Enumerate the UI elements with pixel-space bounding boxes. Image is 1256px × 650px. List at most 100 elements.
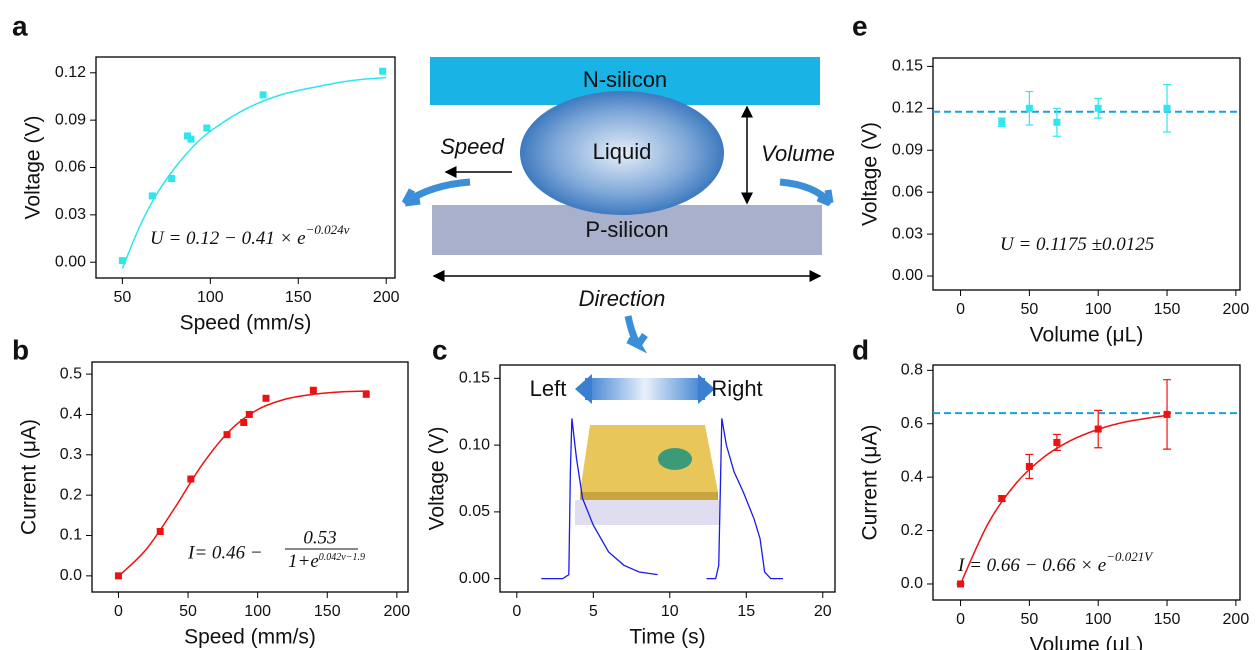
inset-arrow (585, 378, 705, 400)
equation-main: I = 0.66 − 0.66 × e (957, 555, 1106, 576)
data-point (998, 495, 1005, 502)
data-point (310, 387, 317, 394)
data-point (187, 136, 194, 143)
data-point (224, 431, 231, 438)
y-tick-label: 0.03 (892, 225, 923, 242)
y-axis-title: Voltage (V) (859, 122, 882, 226)
data-point (1095, 105, 1102, 112)
y-tick-label: 0.0 (901, 575, 923, 592)
y-tick-label: 0.3 (60, 446, 82, 463)
inset-image (575, 374, 720, 525)
x-tick-label: 0 (956, 301, 965, 318)
x-axis-title: Speed (mm/s) (184, 626, 316, 649)
y-tick-label: 0.06 (892, 183, 923, 200)
data-point (240, 419, 247, 426)
data-point (1053, 119, 1060, 126)
x-tick-label: 200 (1223, 301, 1250, 318)
x-tick-label: 100 (244, 603, 271, 620)
data-point (1164, 105, 1171, 112)
data-point (1026, 105, 1033, 112)
data-point (363, 391, 370, 398)
p-layer-label: P-silicon (585, 217, 668, 242)
equation-lhs: I= 0.46 − (187, 542, 263, 563)
y-axis-title: Current (μA) (18, 419, 41, 535)
speed-label: Speed (440, 134, 504, 159)
x-axis-title: Volume (μL) (1030, 324, 1144, 347)
y-tick-label: 0.06 (55, 159, 86, 176)
data-point (203, 125, 210, 132)
direction-label: Direction (579, 286, 666, 311)
data-point (1164, 411, 1171, 418)
data-point (379, 68, 386, 75)
fit-equation: U = 0.1175 ±0.0125 (1000, 234, 1154, 255)
data-point (187, 476, 194, 483)
x-tick-label: 100 (1085, 301, 1112, 318)
x-tick-label: 150 (1154, 611, 1181, 628)
x-tick-label: 50 (179, 603, 197, 620)
y-axis-title: Current (μA) (859, 425, 882, 541)
data-point (115, 572, 122, 579)
x-tick-label: 15 (737, 603, 755, 620)
y-tick-label: 0.1 (60, 527, 82, 544)
x-tick-label: 50 (1020, 611, 1038, 628)
x-tick-label: 150 (1154, 301, 1181, 318)
down-arrow (628, 316, 645, 345)
y-tick-label: 0.12 (892, 100, 923, 117)
y-tick-label: 0.2 (60, 486, 82, 503)
fit-equation: I = 0.66 − 0.66 × e−0.021V (957, 549, 1154, 576)
panel-letter: d (852, 334, 869, 365)
fit-equation: U = 0.12 − 0.41 × e−0.024v (150, 222, 350, 249)
x-tick-label: 200 (373, 289, 400, 306)
data-point (1026, 463, 1033, 470)
data-point (119, 257, 126, 264)
inset-slab-side (580, 492, 718, 500)
y-tick-label: 0.15 (459, 370, 490, 387)
x-axis-title: Volume (μL) (1030, 634, 1144, 650)
n-layer-label: N-silicon (583, 67, 667, 92)
equation-main: U = 0.12 − 0.41 × e (150, 228, 306, 249)
x-tick-label: 100 (197, 289, 224, 306)
y-axis-title: Voltage (V) (426, 427, 449, 531)
inset-label: Left (530, 376, 567, 401)
inset-drop (658, 448, 692, 470)
y-tick-label: 0.05 (459, 503, 490, 520)
x-tick-label: 0 (956, 611, 965, 628)
data-point (998, 119, 1005, 126)
y-tick-label: 0.10 (459, 436, 490, 453)
x-tick-label: 5 (589, 603, 598, 620)
device-diagram: N-silicon Liquid P-silicon Speed Volume … (405, 57, 835, 345)
panel-letter: e (852, 10, 868, 41)
y-tick-label: 0.00 (55, 253, 86, 270)
x-tick-label: 0 (114, 603, 123, 620)
data-point (149, 192, 156, 199)
panel-letter: c (432, 334, 448, 365)
y-tick-label: 0.8 (901, 362, 923, 379)
panel-letter: a (12, 10, 28, 41)
y-tick-label: 0.09 (892, 141, 923, 158)
y-tick-label: 0.12 (55, 64, 86, 81)
y-tick-label: 0.5 (60, 365, 82, 382)
y-tick-label: 0.2 (901, 522, 923, 539)
x-tick-label: 10 (661, 603, 679, 620)
data-point (157, 528, 164, 535)
y-tick-label: 0.00 (459, 570, 490, 587)
y-tick-label: 0.09 (55, 111, 86, 128)
x-tick-label: 150 (314, 603, 341, 620)
x-tick-label: 200 (384, 603, 411, 620)
data-point (1095, 426, 1102, 433)
equation-main: U = 0.1175 ±0.0125 (1000, 234, 1154, 255)
denominator-exponent: 0.042v−1.9 (319, 552, 365, 563)
data-point (260, 91, 267, 98)
y-tick-label: 0.0 (60, 567, 82, 584)
inset-base (575, 500, 720, 525)
flow-arrow-left (405, 182, 470, 203)
volume-label: Volume (761, 141, 835, 166)
data-point (246, 411, 253, 418)
x-tick-label: 50 (113, 289, 131, 306)
data-point (957, 580, 964, 587)
y-tick-label: 0.4 (60, 406, 82, 423)
